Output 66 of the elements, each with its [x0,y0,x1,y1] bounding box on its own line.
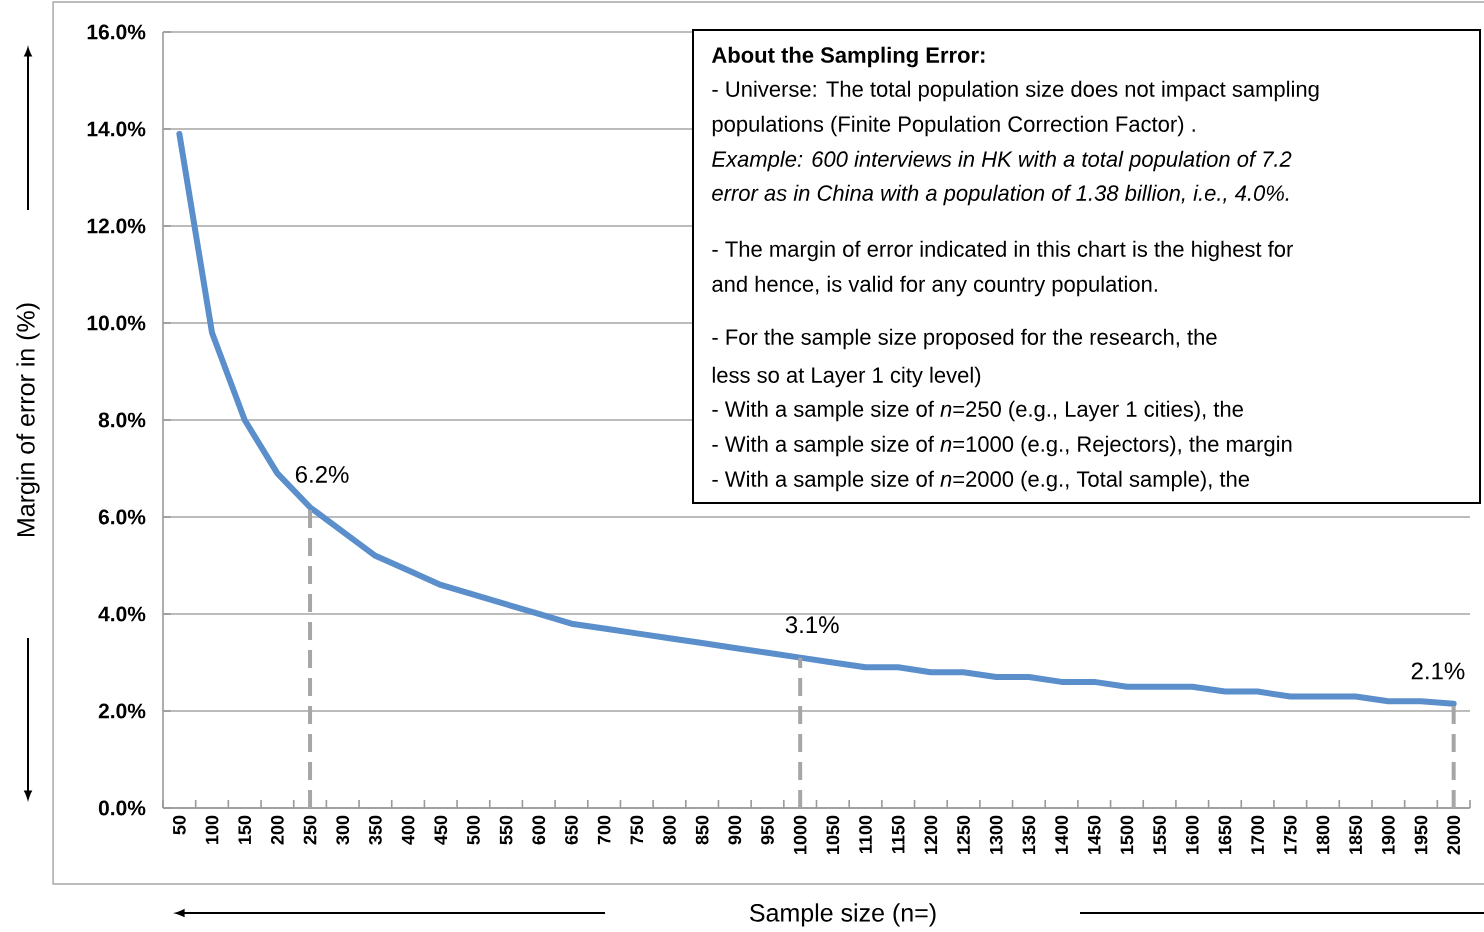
annotation: About the Sampling Error: [711,46,985,68]
x-tick-label: 1850 [1349,815,1363,854]
x-tick-label: 1500 [1120,815,1134,854]
annotation: - With a sample size of n=1000 (e.g., Rejectors), the margin [712,435,1292,457]
x-tick-label: 350 [369,815,382,845]
x-tick-label: 1650 [1218,815,1232,854]
x-tick-label: 1250 [957,815,970,854]
annotation: less so at Layer 1 city level) [712,366,981,388]
annotation: - Universe: The total population size does not impact sampling [712,80,1319,102]
y-tick-label: 16.0% [87,24,146,40]
y-tick-label: 12.0% [87,218,146,234]
x-tick-label: 1450 [1087,815,1101,854]
y-tick-label: 4.0% [98,606,146,622]
x-tick-label: 650 [565,815,578,845]
annotation: - With a sample size of n=2000 (e.g., Total sample), the [712,470,1250,492]
x-tick-label: 600 [532,815,546,845]
x-tick-label: 800 [663,815,676,845]
y-tick-label: 8.0% [98,412,146,428]
x-tick-label: 900 [728,815,742,845]
annotation: - For the sample size proposed for the research, the [712,328,1217,350]
x-tick-label: 1750 [1283,815,1297,854]
x-tick-label: 50 [172,815,186,835]
y-tick-label: 2.0% [98,703,146,719]
x-tick-label: 1950 [1414,815,1428,854]
x-tick-label: 1350 [1022,815,1036,854]
x-tick-label: 700 [597,815,611,845]
annotation: 3.1% [785,616,839,634]
annotation: populations (Finite Population Correction Factor) . [712,115,1195,137]
x-tick-label: 1100 [859,815,872,853]
x-tick-label: 1050 [826,815,840,854]
x-tick-label: 1200 [924,815,938,854]
y-tick-label: 6.0% [98,509,146,525]
x-tick-label: 1000 [793,815,807,854]
x-tick-label: 1550 [1153,815,1166,854]
x-tick-label: 500 [467,815,480,845]
annotation: Example: 600 interviews in HK with a total population of 7.2 [712,150,1292,172]
x-tick-label: 400 [401,815,415,845]
x-tick-label: 550 [499,815,513,845]
x-tick-label: 300 [336,815,350,845]
x-tick-label: 450 [434,815,448,845]
x-tick-label: 950 [761,815,774,845]
annotation: 2.1% [1411,662,1465,680]
x-tick-label: 1800 [1316,815,1330,854]
annotation: - The margin of error indicated in this chart is the highest for [712,240,1293,262]
annotation: 6.2% [295,465,349,483]
x-tick-label: 1150 [891,815,905,853]
x-tick-label: 1900 [1381,815,1395,854]
annotation: - With a sample size of n=250 (e.g., Layer 1 cities), the [712,400,1243,422]
x-tick-label: 100 [205,815,219,844]
y-axis-title: Margin of error in (%) [16,303,40,537]
x-tick-label: 250 [303,815,317,845]
x-tick-label: 750 [630,815,644,845]
annotation: error as in China with a population of 1.38 billion, i.e., 4.0%. [712,184,1289,206]
x-tick-label: 2000 [1447,815,1461,855]
y-tick-label: 10.0% [87,315,146,331]
x-tick-label: 850 [695,815,709,845]
x-tick-label: 200 [270,815,284,845]
x-axis-title: Sample size (n=) [750,903,936,927]
y-tick-label: 0.0% [98,800,146,816]
x-tick-label: 1700 [1251,815,1264,854]
x-tick-label: 1300 [989,815,1003,854]
annotation: and hence, is valid for any country population. [712,275,1157,297]
x-tick-label: 1600 [1185,815,1199,854]
y-tick-label: 14.0% [87,121,146,137]
x-tick-label: 1400 [1055,815,1068,854]
x-tick-label: 150 [238,815,252,844]
